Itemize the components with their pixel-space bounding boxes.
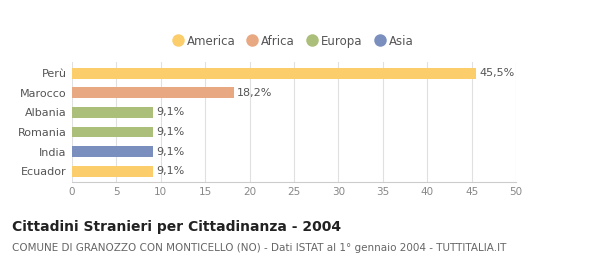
Text: COMUNE DI GRANOZZO CON MONTICELLO (NO) - Dati ISTAT al 1° gennaio 2004 - TUTTITA: COMUNE DI GRANOZZO CON MONTICELLO (NO) -… (12, 243, 506, 253)
Legend: America, Africa, Europa, Asia: America, Africa, Europa, Asia (170, 30, 418, 53)
Text: 9,1%: 9,1% (157, 127, 185, 137)
Text: 9,1%: 9,1% (157, 107, 185, 118)
Bar (72, 127, 153, 137)
Text: 9,1%: 9,1% (157, 147, 185, 157)
Text: 9,1%: 9,1% (157, 166, 185, 176)
Bar (72, 87, 233, 98)
Text: 18,2%: 18,2% (237, 88, 272, 98)
Bar (72, 166, 153, 177)
Text: Cittadini Stranieri per Cittadinanza - 2004: Cittadini Stranieri per Cittadinanza - 2… (12, 220, 341, 234)
Bar (72, 107, 153, 118)
Text: 45,5%: 45,5% (479, 68, 515, 78)
Bar (72, 68, 476, 79)
Bar (72, 146, 153, 157)
